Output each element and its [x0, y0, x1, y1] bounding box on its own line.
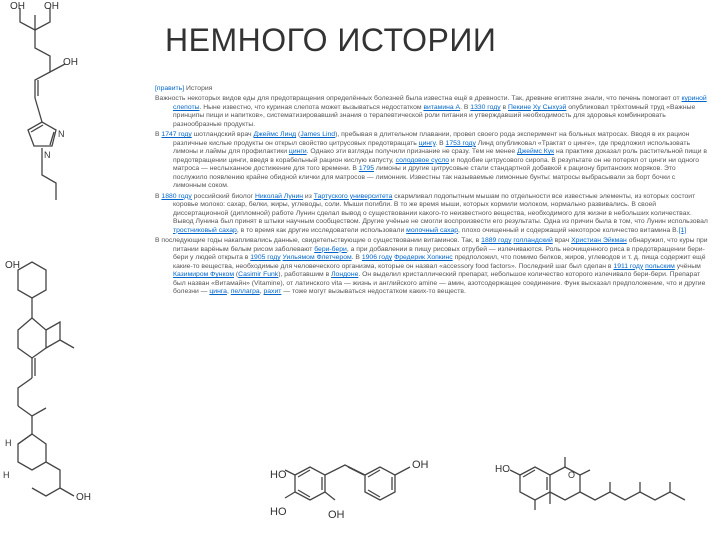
- link-ref1[interactable]: [1]: [679, 227, 687, 234]
- link-dutch[interactable]: голландский: [513, 237, 552, 244]
- link-1330[interactable]: 1330 году: [470, 104, 500, 111]
- link-lunin[interactable]: Николай Лунин: [255, 193, 303, 200]
- link-scurvy2[interactable]: цинги: [289, 148, 307, 155]
- link-wort[interactable]: солодовое сусло: [396, 157, 449, 164]
- link-tartu[interactable]: Тартуского университета: [314, 193, 393, 200]
- link-pellagra[interactable]: пеллагра: [231, 288, 260, 295]
- link-1753[interactable]: 1753 году: [446, 140, 476, 147]
- link-fletcher[interactable]: Уильямом Флетчером: [283, 254, 352, 261]
- link-scurvy3[interactable]: цинга: [209, 288, 227, 295]
- molecule-left-svg: OH OH OH N N: [0, 0, 130, 540]
- svg-text:H: H: [5, 438, 12, 448]
- link-1911[interactable]: 1911 году: [613, 263, 643, 270]
- svg-text:HO: HO: [270, 469, 287, 481]
- svg-text:OH: OH: [44, 1, 59, 12]
- link-1905[interactable]: 1905 году: [250, 254, 280, 261]
- svg-text:H: H: [3, 470, 10, 480]
- link-cane[interactable]: тростниковый сахар: [173, 227, 237, 234]
- page-title: НЕМНОГО ИСТОРИИ: [165, 22, 496, 59]
- svg-text:OH: OH: [63, 57, 78, 68]
- svg-text:N: N: [58, 129, 65, 139]
- svg-text:HO: HO: [495, 464, 510, 475]
- link-milk-sugar[interactable]: молочный сахар: [406, 227, 458, 234]
- link-1795[interactable]: 1795: [359, 165, 374, 172]
- history-label: История: [186, 85, 212, 92]
- link-lind-ru[interactable]: Джеймс Линд: [253, 131, 296, 138]
- link-funk-en[interactable]: Casimir Funk: [238, 271, 278, 278]
- link-eijkman[interactable]: Христиан Эйкман: [571, 237, 627, 244]
- link-funk-ru[interactable]: Казимиром Функом: [173, 271, 234, 278]
- paragraph-4: В последующие годы накапливались данные,…: [155, 237, 708, 296]
- edit-link[interactable]: [править]: [155, 85, 184, 92]
- link-1880[interactable]: 1880 году: [161, 193, 191, 200]
- link-polish[interactable]: польским: [645, 263, 675, 270]
- link-scurvy[interactable]: цингу: [419, 140, 436, 147]
- link-1747[interactable]: 1747 году: [161, 131, 191, 138]
- link-rickets[interactable]: рахит: [264, 288, 282, 295]
- link-hopkins[interactable]: Фредерик Хопкинс: [394, 254, 453, 261]
- link-peking[interactable]: Пекине: [508, 104, 531, 111]
- paragraph-3: В 1880 году российский биолог Николай Лу…: [155, 193, 708, 235]
- chemistry-left-panel: OH OH OH N N: [0, 0, 130, 540]
- paragraph-1: Важность некоторых видов еды для предотв…: [155, 95, 708, 129]
- link-lind-en[interactable]: James Lind: [300, 131, 335, 138]
- history-header: [править] История: [155, 85, 708, 93]
- article-body: [править] История Важность некоторых вид…: [155, 85, 708, 299]
- link-london[interactable]: Лондоне: [331, 271, 358, 278]
- svg-text:OH: OH: [328, 509, 345, 521]
- molecule-bottom-svg: HO HO OH OH HO O: [130, 420, 720, 540]
- svg-text:N: N: [44, 150, 51, 160]
- svg-text:OH: OH: [10, 1, 25, 12]
- link-vita[interactable]: витамина A: [423, 104, 460, 111]
- link-beriberi[interactable]: бери-бери: [314, 246, 347, 253]
- chemistry-bottom-panel: HO HO OH OH HO O: [130, 420, 720, 540]
- link-1889[interactable]: 1889 году: [481, 237, 511, 244]
- paragraph-2: В 1747 году шотландский врач Джеймс Линд…: [155, 131, 708, 190]
- svg-text:HO: HO: [270, 506, 287, 518]
- link-cook[interactable]: Джеймс Кук: [517, 148, 554, 155]
- svg-text:OH: OH: [412, 459, 429, 471]
- svg-text:OH: OH: [5, 260, 20, 271]
- link-1906[interactable]: 1906 году: [362, 254, 392, 261]
- link-hu[interactable]: Ху Сыхуэй: [533, 104, 566, 111]
- svg-text:OH: OH: [76, 492, 91, 503]
- svg-text:O: O: [568, 470, 575, 480]
